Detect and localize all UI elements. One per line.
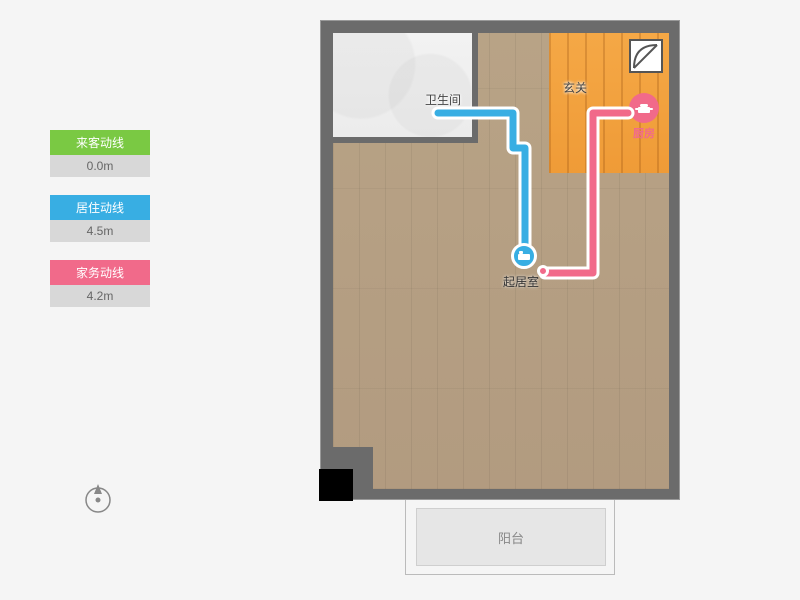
balcony: 阳台 [416, 508, 606, 566]
compass-icon [80, 480, 116, 521]
path-blue [438, 113, 525, 255]
legend-value-chores: 4.2m [50, 285, 150, 307]
legend-label-chores: 家务动线 [50, 260, 150, 285]
legend-value-living: 4.5m [50, 220, 150, 242]
legend-item-living: 居住动线 4.5m [50, 195, 150, 242]
outer-wall: 卫生间 玄关 厨房 [320, 20, 680, 500]
path-pink-outline [545, 113, 628, 273]
legend-value-guest: 0.0m [50, 155, 150, 177]
living-label: 起居室 [503, 273, 539, 290]
legend-label-guest: 来客动线 [50, 130, 150, 155]
legend-item-guest: 来客动线 0.0m [50, 130, 150, 177]
floorplan: 卫生间 玄关 厨房 [320, 20, 680, 580]
legend: 来客动线 0.0m 居住动线 4.5m 家务动线 4.2m [50, 130, 150, 325]
main-room: 卫生间 玄关 厨房 [333, 33, 669, 489]
balcony-label: 阳台 [498, 528, 524, 547]
balcony-container: 阳台 [405, 500, 615, 575]
legend-label-living: 居住动线 [50, 195, 150, 220]
legend-item-chores: 家务动线 4.2m [50, 260, 150, 307]
bed-icon [511, 243, 537, 269]
paths-svg [333, 33, 669, 489]
